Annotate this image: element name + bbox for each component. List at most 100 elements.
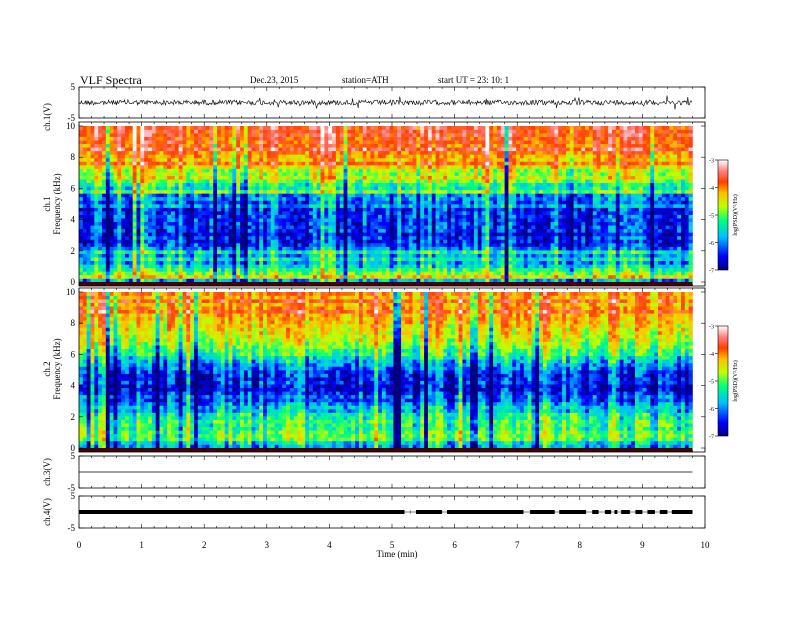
spectrogram-cell	[351, 268, 355, 272]
spectrogram-cell	[424, 183, 428, 187]
spectrogram-cell	[355, 225, 359, 229]
spectrogram-cell	[340, 208, 344, 212]
spectrogram-cell	[566, 229, 570, 233]
spectrogram-cell	[236, 190, 240, 194]
spectrogram-cell	[374, 172, 378, 176]
spectrogram-cell	[305, 179, 309, 183]
spectrogram-cell	[244, 172, 248, 176]
spectrogram-cell	[462, 225, 466, 229]
spectrogram-cell	[282, 278, 286, 282]
spectrogram-cell	[420, 197, 424, 201]
spectrogram-cell	[190, 278, 194, 282]
spectrogram-cell	[631, 200, 635, 204]
spectrogram-cell	[470, 186, 474, 190]
spectrogram-cell	[255, 261, 259, 265]
spectrogram-cell	[616, 278, 620, 282]
spectrogram-cell	[597, 229, 601, 233]
spectrogram-cell	[271, 271, 275, 275]
spectrogram-cell	[539, 247, 543, 251]
spectrogram-cell	[436, 229, 440, 233]
spectrogram-cell	[623, 232, 627, 236]
spectrogram-cell	[305, 193, 309, 197]
spectrogram-cell	[144, 190, 148, 194]
spectrogram-cell	[482, 190, 486, 194]
spectrogram-cell	[121, 264, 125, 268]
spectrogram-cell	[566, 197, 570, 201]
spectrogram-cell	[179, 222, 183, 226]
spectrogram-cell	[321, 275, 325, 279]
spectrogram-cell	[677, 275, 681, 279]
spectrogram-cell	[255, 229, 259, 233]
spectrogram-cell	[554, 264, 558, 268]
spectrogram-cell	[405, 254, 409, 258]
spectrogram-cell	[551, 236, 555, 240]
spectrogram-cell	[359, 200, 363, 204]
spectrogram-cell	[190, 261, 194, 265]
spectrogram-cell	[597, 275, 601, 279]
spectrogram-cell	[175, 275, 179, 279]
spectrogram-cell	[600, 278, 604, 282]
spectrogram-cell	[485, 236, 489, 240]
spectrogram-cell	[681, 222, 685, 226]
spectrogram-cell	[577, 208, 581, 212]
spectrogram-cell	[478, 278, 482, 282]
spectrogram-cell	[275, 215, 279, 219]
spectrogram-cell	[612, 193, 616, 197]
spectrogram-cell	[252, 193, 256, 197]
spectrogram-cell	[294, 204, 298, 208]
spectrogram-cell	[286, 211, 290, 215]
spectrogram-cell	[359, 232, 363, 236]
spectrogram-cell	[83, 218, 87, 222]
spectrogram-cell	[267, 183, 271, 187]
spectrogram-cell	[263, 176, 267, 180]
spectrogram-cell	[485, 271, 489, 275]
spectrogram-cell	[225, 211, 229, 215]
spectrogram-cell	[681, 264, 685, 268]
spectrogram-cell	[585, 250, 589, 254]
spectrogram-cell	[129, 239, 133, 243]
spectrogram-cell	[393, 200, 397, 204]
spectrogram-cell	[248, 254, 252, 258]
spectrogram-cell	[79, 271, 83, 275]
spectrogram-cell	[451, 211, 455, 215]
spectrogram-cell	[324, 211, 328, 215]
spectrogram-cell	[585, 225, 589, 229]
spectrogram-cell	[305, 243, 309, 247]
spectrogram-cell	[229, 278, 233, 282]
spectrogram-cell	[566, 271, 570, 275]
spectrogram-cell	[183, 268, 187, 272]
spectrogram-cell	[186, 208, 190, 212]
spectrogram-cell	[332, 218, 336, 222]
spectrogram-cell	[298, 172, 302, 176]
spectrogram-cell	[512, 222, 516, 226]
spectrogram-cell	[144, 176, 148, 180]
spectrogram-cell	[382, 208, 386, 212]
spectrogram-cell	[79, 264, 83, 268]
spectrogram-cell	[110, 275, 114, 279]
spectrogram-cell	[505, 254, 509, 258]
spectrogram-cell	[528, 204, 532, 208]
spectrogram-cell	[516, 208, 520, 212]
spectrogram-cell	[202, 236, 206, 240]
spectrogram-cell	[436, 215, 440, 219]
spectrogram-cell	[309, 172, 313, 176]
spectrogram-cell	[608, 222, 612, 226]
spectrogram-cell	[328, 278, 332, 282]
spectrogram-cell	[83, 225, 87, 229]
spectrogram-cell	[206, 243, 210, 247]
spectrogram-cell	[669, 225, 673, 229]
spectrogram-cell	[658, 264, 662, 268]
spectrogram-cell	[681, 254, 685, 258]
spectrogram-cell	[232, 190, 236, 194]
spectrogram-cell	[416, 193, 420, 197]
spectrogram-cell	[462, 190, 466, 194]
spectrogram-cell	[179, 204, 183, 208]
spectrogram-cell	[140, 204, 144, 208]
spectrogram-cell	[390, 211, 394, 215]
spectrogram-cell	[543, 264, 547, 268]
spectrogram-cell	[255, 275, 259, 279]
spectrogram-cell	[121, 243, 125, 247]
spectrogram-cell	[551, 261, 555, 265]
spectrogram-cell	[102, 232, 106, 236]
spectrogram-cell	[129, 197, 133, 201]
